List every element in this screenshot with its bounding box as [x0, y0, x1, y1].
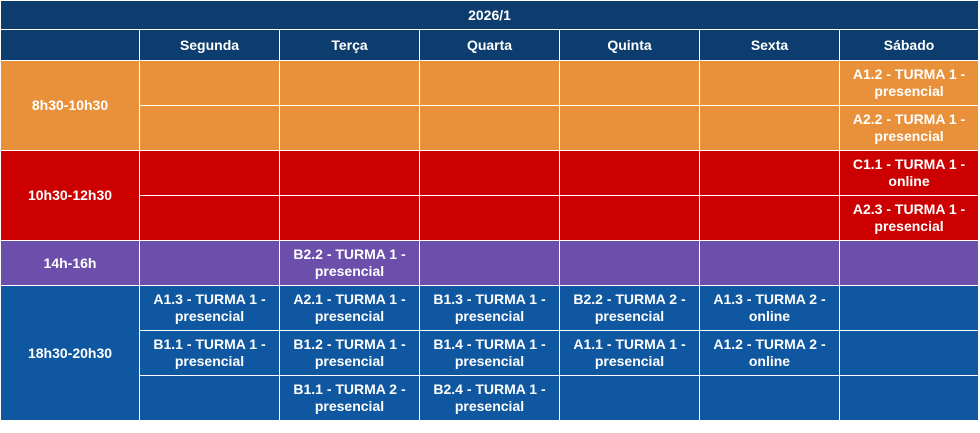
class-cell: A2.1 - TURMA 1 - presencial [279, 285, 420, 331]
class-cell [419, 105, 560, 151]
slot-row: A2.2 - TURMA 1 - presencial [0, 105, 980, 151]
class-cell: B1.2 - TURMA 1 - presencial [279, 330, 420, 376]
slot-row: 8h30-10h30 A1.2 - TURMA 1 - presencial [0, 60, 980, 151]
class-cell: B2.2 - TURMA 1 - presencial [279, 240, 420, 286]
class-cell: A1.3 - TURMA 1 - presencial [139, 285, 280, 331]
class-cell [699, 105, 840, 151]
class-cell: B1.3 - TURMA 1 - presencial [419, 285, 560, 331]
class-cell: C1.1 - TURMA 1 - online [838, 150, 980, 196]
class-cell [559, 375, 700, 421]
class-cell [139, 195, 280, 241]
class-cell [699, 195, 840, 241]
slot-row: 14h-16h B2.2 - TURMA 1 - presencial [0, 240, 980, 286]
title-row: 2026/1 [0, 0, 980, 30]
time-slot-label: 10h30-12h30 [0, 150, 140, 241]
class-cell [139, 60, 280, 106]
slot-row: B1.1 - TURMA 1 - presencial B1.2 - TURMA… [0, 330, 980, 376]
class-cell: A2.3 - TURMA 1 - presencial [838, 195, 980, 241]
class-cell: B1.4 - TURMA 1 - presencial [419, 330, 560, 376]
class-cell [279, 105, 420, 151]
day-header-quarta: Quarta [419, 29, 560, 61]
schedule-table: 2026/1 Segunda Terça Quarta Quinta Sexta… [0, 0, 980, 421]
class-cell [559, 60, 700, 106]
class-cell [559, 195, 700, 241]
class-cell: B2.4 - TURMA 1 - presencial [419, 375, 560, 421]
slot-row: B1.1 - TURMA 2 - presencial B2.4 - TURMA… [0, 375, 980, 421]
class-cell [559, 150, 700, 196]
class-cell: A1.2 - TURMA 2 - online [699, 330, 840, 376]
corner-cell [0, 29, 140, 61]
class-cell [419, 60, 560, 106]
class-cell [139, 150, 280, 196]
schedule-title: 2026/1 [0, 0, 980, 30]
slot-row: 18h30-20h30 A1.3 - TURMA 1 - presencial … [0, 285, 980, 421]
class-cell [699, 240, 840, 286]
day-header-sabado: Sábado [838, 29, 980, 61]
time-slot-label: 8h30-10h30 [0, 60, 140, 151]
day-header-terca: Terça [279, 29, 420, 61]
class-cell [559, 105, 700, 151]
class-cell: A1.2 - TURMA 1 - presencial [838, 60, 980, 106]
class-cell [838, 240, 980, 286]
class-cell [279, 150, 420, 196]
class-cell [559, 240, 700, 286]
slot-row: 10h30-12h30 C1.1 - TURMA 1 - online [0, 150, 980, 241]
class-cell [419, 240, 560, 286]
class-cell: B2.2 - TURMA 2 - presencial [559, 285, 700, 331]
header-row: Segunda Terça Quarta Quinta Sexta Sábado [0, 29, 980, 61]
class-cell [838, 375, 980, 421]
class-cell: B1.1 - TURMA 1 - presencial [139, 330, 280, 376]
class-cell [699, 150, 840, 196]
class-cell [838, 285, 980, 331]
class-cell [838, 330, 980, 376]
class-cell [419, 195, 560, 241]
class-cell [139, 240, 280, 286]
class-cell [139, 105, 280, 151]
class-cell: A1.1 - TURMA 1 - presencial [559, 330, 700, 376]
class-cell: B1.1 - TURMA 2 - presencial [279, 375, 420, 421]
day-header-segunda: Segunda [139, 29, 280, 61]
class-cell: A1.3 - TURMA 2 - online [699, 285, 840, 331]
class-cell [279, 60, 420, 106]
class-cell [419, 150, 560, 196]
class-cell [699, 60, 840, 106]
class-cell: A2.2 - TURMA 1 - presencial [838, 105, 980, 151]
class-cell [279, 195, 420, 241]
slot-row: A2.3 - TURMA 1 - presencial [0, 195, 980, 241]
day-header-quinta: Quinta [559, 29, 700, 61]
class-cell [139, 375, 280, 421]
time-slot-label: 18h30-20h30 [0, 285, 140, 421]
day-header-sexta: Sexta [699, 29, 840, 61]
time-slot-label: 14h-16h [0, 240, 140, 286]
class-cell [699, 375, 840, 421]
